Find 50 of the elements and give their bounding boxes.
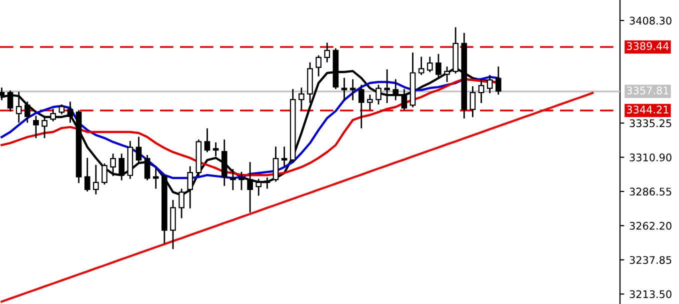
candlestick [230,169,236,190]
candlestick [7,90,14,112]
candlestick [350,79,356,100]
y-tick-label: 3286.55 [630,188,672,196]
candlestick [418,56,424,75]
candlestick [102,163,108,184]
y-tick-label: 3408.30 [630,16,672,25]
candlestick [42,116,48,138]
candlestick [24,102,30,123]
candlestick [170,200,176,250]
candlestick [144,155,150,180]
ref-line-label: 3357.81 [626,86,668,94]
candlestick [281,146,288,166]
ref-line-label: 3344.21 [626,106,668,114]
line-series [0,92,594,303]
candlestick [478,79,484,104]
candlestick [93,164,99,194]
candlestick [33,116,39,138]
candlestick [324,42,330,62]
candlestick [152,168,159,189]
candlestick [204,128,210,152]
candlestick [110,154,116,176]
candlestick [384,69,390,104]
candlestick [341,78,348,100]
candlestick [316,55,322,76]
candlestick [426,56,433,72]
candlestick [392,79,399,100]
candlestick [470,86,476,118]
y-tick-label: 3262.20 [630,222,672,230]
ref-line-label: 3389.44 [626,42,669,50]
candlestick [264,177,270,189]
candlestick [367,94,373,110]
candlestick [376,84,382,104]
candlestick [118,154,125,180]
candlestick [84,158,90,192]
candlestick [136,136,142,164]
candlestick [50,108,56,122]
y-tick-label: 3213.50 [630,290,672,298]
y-tick-label: 3237.85 [630,256,672,264]
candlestick [298,88,304,110]
candlestick [16,92,22,123]
candlestick [486,74,493,94]
candlestick [358,84,364,128]
candlestick [67,102,74,123]
y-tick-label: 3335.25 [630,119,672,128]
candlestick [212,142,219,156]
candlestick [401,89,408,110]
candlestick [238,172,244,190]
y-tick-label: 3310.90 [630,153,672,162]
candlestick [272,146,279,182]
